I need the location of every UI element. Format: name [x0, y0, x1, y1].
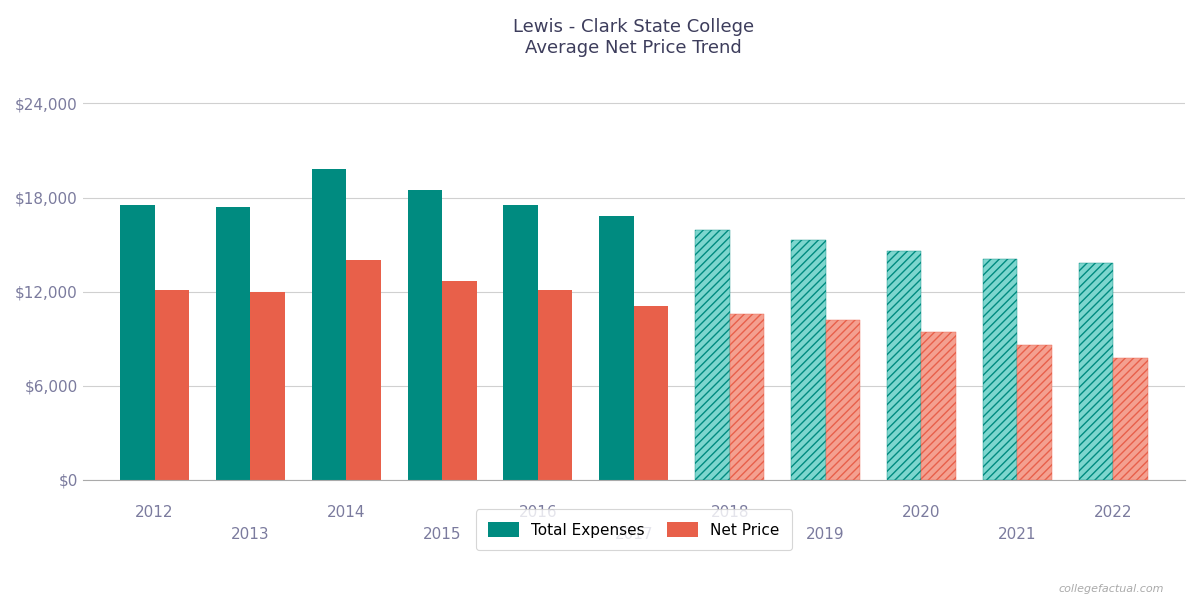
- Text: 2019: 2019: [806, 527, 845, 542]
- Text: 2013: 2013: [232, 527, 270, 542]
- Bar: [216, 207, 251, 480]
- Bar: [887, 251, 922, 480]
- Bar: [251, 292, 284, 480]
- Text: 2022: 2022: [1094, 505, 1133, 520]
- Bar: [442, 281, 476, 480]
- Bar: [634, 306, 668, 480]
- Bar: [155, 290, 190, 480]
- Text: 2021: 2021: [998, 527, 1037, 542]
- Text: collegefactual.com: collegefactual.com: [1058, 584, 1164, 594]
- Bar: [695, 230, 730, 480]
- Bar: [347, 260, 380, 480]
- Bar: [1114, 358, 1147, 480]
- Bar: [599, 217, 634, 480]
- Text: 2018: 2018: [710, 505, 749, 520]
- Bar: [791, 240, 826, 480]
- Bar: [408, 190, 442, 480]
- Bar: [1079, 263, 1114, 480]
- Bar: [538, 290, 572, 480]
- Bar: [730, 314, 764, 480]
- Bar: [312, 169, 347, 480]
- Text: 2012: 2012: [136, 505, 174, 520]
- Bar: [504, 205, 538, 480]
- Text: 2017: 2017: [614, 527, 653, 542]
- Bar: [922, 332, 956, 480]
- Bar: [120, 205, 155, 480]
- Bar: [826, 320, 860, 480]
- Bar: [983, 259, 1018, 480]
- Bar: [1018, 345, 1051, 480]
- Legend: Total Expenses, Net Price: Total Expenses, Net Price: [476, 509, 792, 550]
- Text: 2014: 2014: [326, 505, 366, 520]
- Text: 2016: 2016: [518, 505, 557, 520]
- Title: Lewis - Clark State College
Average Net Price Trend: Lewis - Clark State College Average Net …: [514, 18, 755, 56]
- Text: 2015: 2015: [422, 527, 461, 542]
- Text: 2020: 2020: [902, 505, 941, 520]
